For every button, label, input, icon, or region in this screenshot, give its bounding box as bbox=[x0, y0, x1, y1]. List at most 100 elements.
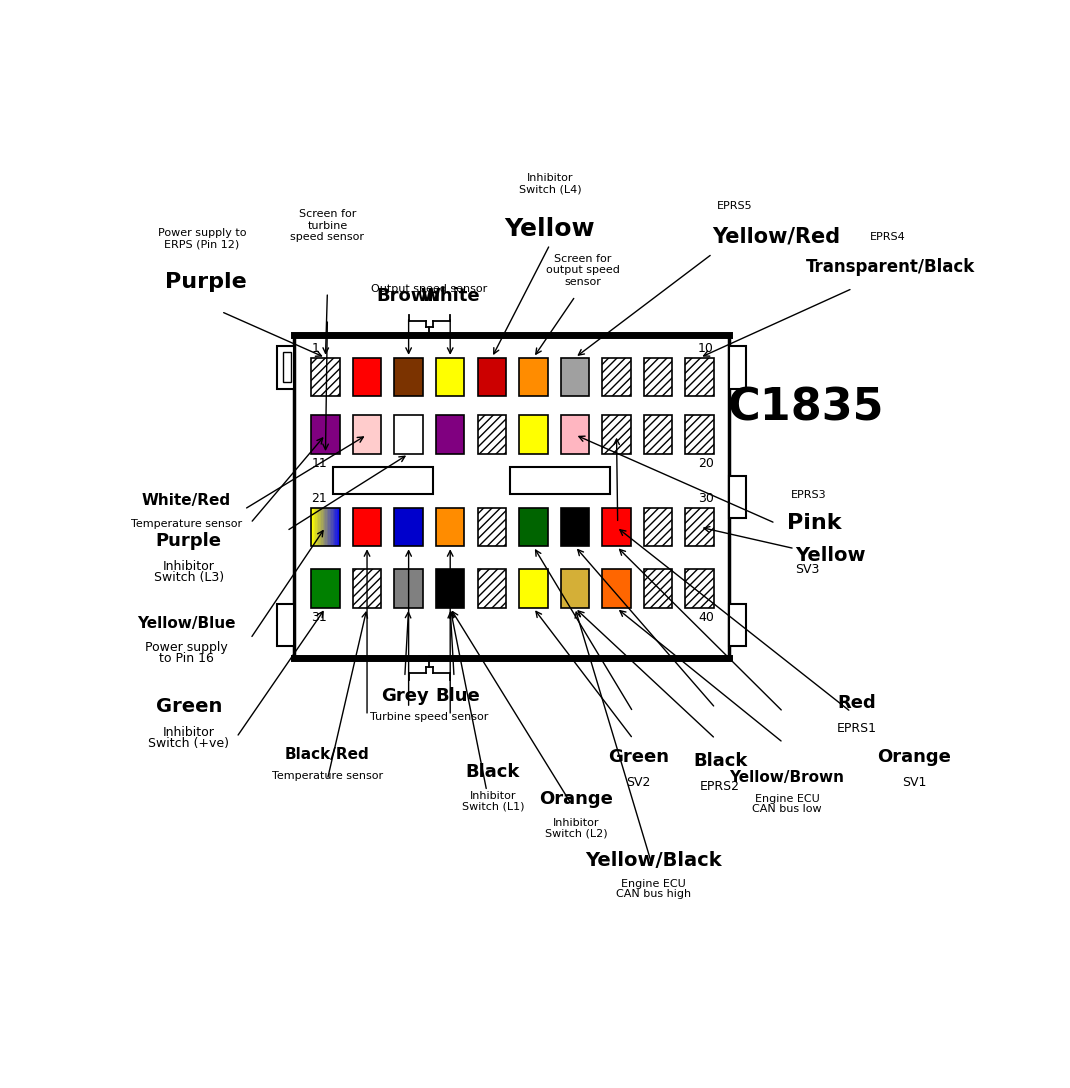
Bar bbox=[561, 569, 590, 608]
Text: Orange: Orange bbox=[877, 747, 951, 766]
Text: Black: Black bbox=[693, 752, 747, 769]
Bar bbox=[395, 416, 423, 454]
Bar bbox=[337, 508, 339, 546]
Text: SV2: SV2 bbox=[626, 776, 651, 789]
Text: Brown: Brown bbox=[377, 287, 441, 306]
Bar bbox=[333, 508, 335, 546]
Text: EPRS2: EPRS2 bbox=[700, 780, 740, 793]
Text: Inhibitor: Inhibitor bbox=[553, 818, 599, 828]
Bar bbox=[477, 508, 506, 546]
Text: Purple: Purple bbox=[156, 532, 221, 551]
Text: Transparent/Black: Transparent/Black bbox=[807, 258, 976, 275]
Text: Purple: Purple bbox=[165, 272, 246, 293]
Bar bbox=[435, 416, 464, 454]
Bar bbox=[730, 604, 746, 646]
Text: Temperature sensor: Temperature sensor bbox=[272, 771, 383, 781]
Bar bbox=[323, 508, 324, 546]
Text: EPRS4: EPRS4 bbox=[870, 232, 905, 243]
Bar bbox=[311, 358, 339, 396]
Bar bbox=[353, 416, 381, 454]
Text: Engine ECU: Engine ECU bbox=[622, 879, 686, 889]
Text: Power supply: Power supply bbox=[146, 641, 228, 654]
Text: CAN bus low: CAN bus low bbox=[752, 804, 822, 814]
Bar bbox=[316, 508, 318, 546]
Bar bbox=[353, 358, 381, 396]
Text: Blue: Blue bbox=[435, 688, 480, 705]
Bar bbox=[602, 416, 631, 454]
Bar bbox=[311, 508, 339, 546]
Bar bbox=[320, 508, 322, 546]
Bar bbox=[330, 508, 332, 546]
Text: EPRS5: EPRS5 bbox=[717, 201, 752, 211]
Text: Engine ECU: Engine ECU bbox=[754, 794, 820, 804]
Bar bbox=[353, 508, 381, 546]
Bar bbox=[686, 416, 714, 454]
Bar bbox=[435, 569, 464, 608]
Bar bbox=[395, 508, 423, 546]
Bar bbox=[561, 358, 590, 396]
Bar bbox=[328, 508, 331, 546]
Bar bbox=[602, 508, 631, 546]
Text: Yellow/Blue: Yellow/Blue bbox=[137, 616, 235, 631]
Bar bbox=[644, 416, 672, 454]
Bar bbox=[325, 508, 327, 546]
Bar bbox=[311, 416, 339, 454]
Text: Grey: Grey bbox=[381, 688, 429, 705]
Bar bbox=[311, 569, 339, 608]
Text: Black/Red: Black/Red bbox=[285, 747, 370, 762]
Bar bbox=[284, 351, 291, 382]
Bar bbox=[331, 508, 333, 546]
Bar bbox=[315, 508, 316, 546]
Text: 31: 31 bbox=[311, 611, 327, 625]
Bar bbox=[294, 335, 730, 658]
Bar bbox=[644, 358, 672, 396]
Bar bbox=[326, 508, 328, 546]
Text: Switch (L1): Switch (L1) bbox=[461, 801, 524, 812]
Text: 1: 1 bbox=[311, 342, 319, 355]
Text: Inhibitor: Inhibitor bbox=[163, 560, 215, 573]
Bar bbox=[312, 508, 315, 546]
Bar bbox=[477, 358, 506, 396]
Bar bbox=[395, 569, 423, 608]
Text: 20: 20 bbox=[698, 457, 714, 470]
Bar bbox=[602, 569, 631, 608]
Bar bbox=[602, 358, 631, 396]
Bar bbox=[519, 569, 548, 608]
Text: Power supply to
ERPS (Pin 12): Power supply to ERPS (Pin 12) bbox=[157, 228, 246, 250]
Text: Inhibitor
Switch (L4): Inhibitor Switch (L4) bbox=[519, 173, 581, 195]
Text: Inhibitor: Inhibitor bbox=[470, 791, 516, 801]
Bar bbox=[561, 416, 590, 454]
Text: Green: Green bbox=[608, 747, 669, 766]
Text: Orange: Orange bbox=[539, 790, 613, 808]
Text: Screen for
turbine
speed sensor: Screen for turbine speed sensor bbox=[290, 209, 365, 243]
Text: Yellow: Yellow bbox=[505, 217, 595, 240]
Text: C1835: C1835 bbox=[728, 386, 885, 430]
Bar bbox=[335, 508, 337, 546]
Text: Switch (L3): Switch (L3) bbox=[154, 571, 224, 584]
Text: Temperature sensor: Temperature sensor bbox=[131, 519, 242, 530]
Text: Output speed sensor: Output speed sensor bbox=[371, 284, 488, 294]
Text: Black: Black bbox=[465, 763, 520, 781]
Text: Red: Red bbox=[837, 694, 875, 712]
Bar bbox=[519, 358, 548, 396]
Text: Yellow/Brown: Yellow/Brown bbox=[730, 770, 844, 786]
Text: Green: Green bbox=[155, 696, 221, 716]
Bar bbox=[319, 508, 320, 546]
Text: EPRS1: EPRS1 bbox=[837, 722, 876, 734]
Text: Yellow/Red: Yellow/Red bbox=[713, 226, 841, 247]
Bar bbox=[730, 475, 746, 518]
Bar bbox=[321, 508, 323, 546]
Bar bbox=[730, 346, 746, 388]
Text: White: White bbox=[421, 287, 480, 306]
Text: Switch (L2): Switch (L2) bbox=[545, 828, 608, 838]
Text: EPRS3: EPRS3 bbox=[791, 491, 826, 500]
Bar bbox=[519, 416, 548, 454]
Bar bbox=[644, 569, 672, 608]
Bar bbox=[686, 358, 714, 396]
Text: 11: 11 bbox=[311, 457, 327, 470]
Text: 40: 40 bbox=[698, 611, 714, 625]
Text: Inhibitor: Inhibitor bbox=[163, 726, 215, 739]
Text: Turbine speed sensor: Turbine speed sensor bbox=[370, 712, 489, 722]
Bar bbox=[561, 508, 590, 546]
Bar bbox=[395, 358, 423, 396]
